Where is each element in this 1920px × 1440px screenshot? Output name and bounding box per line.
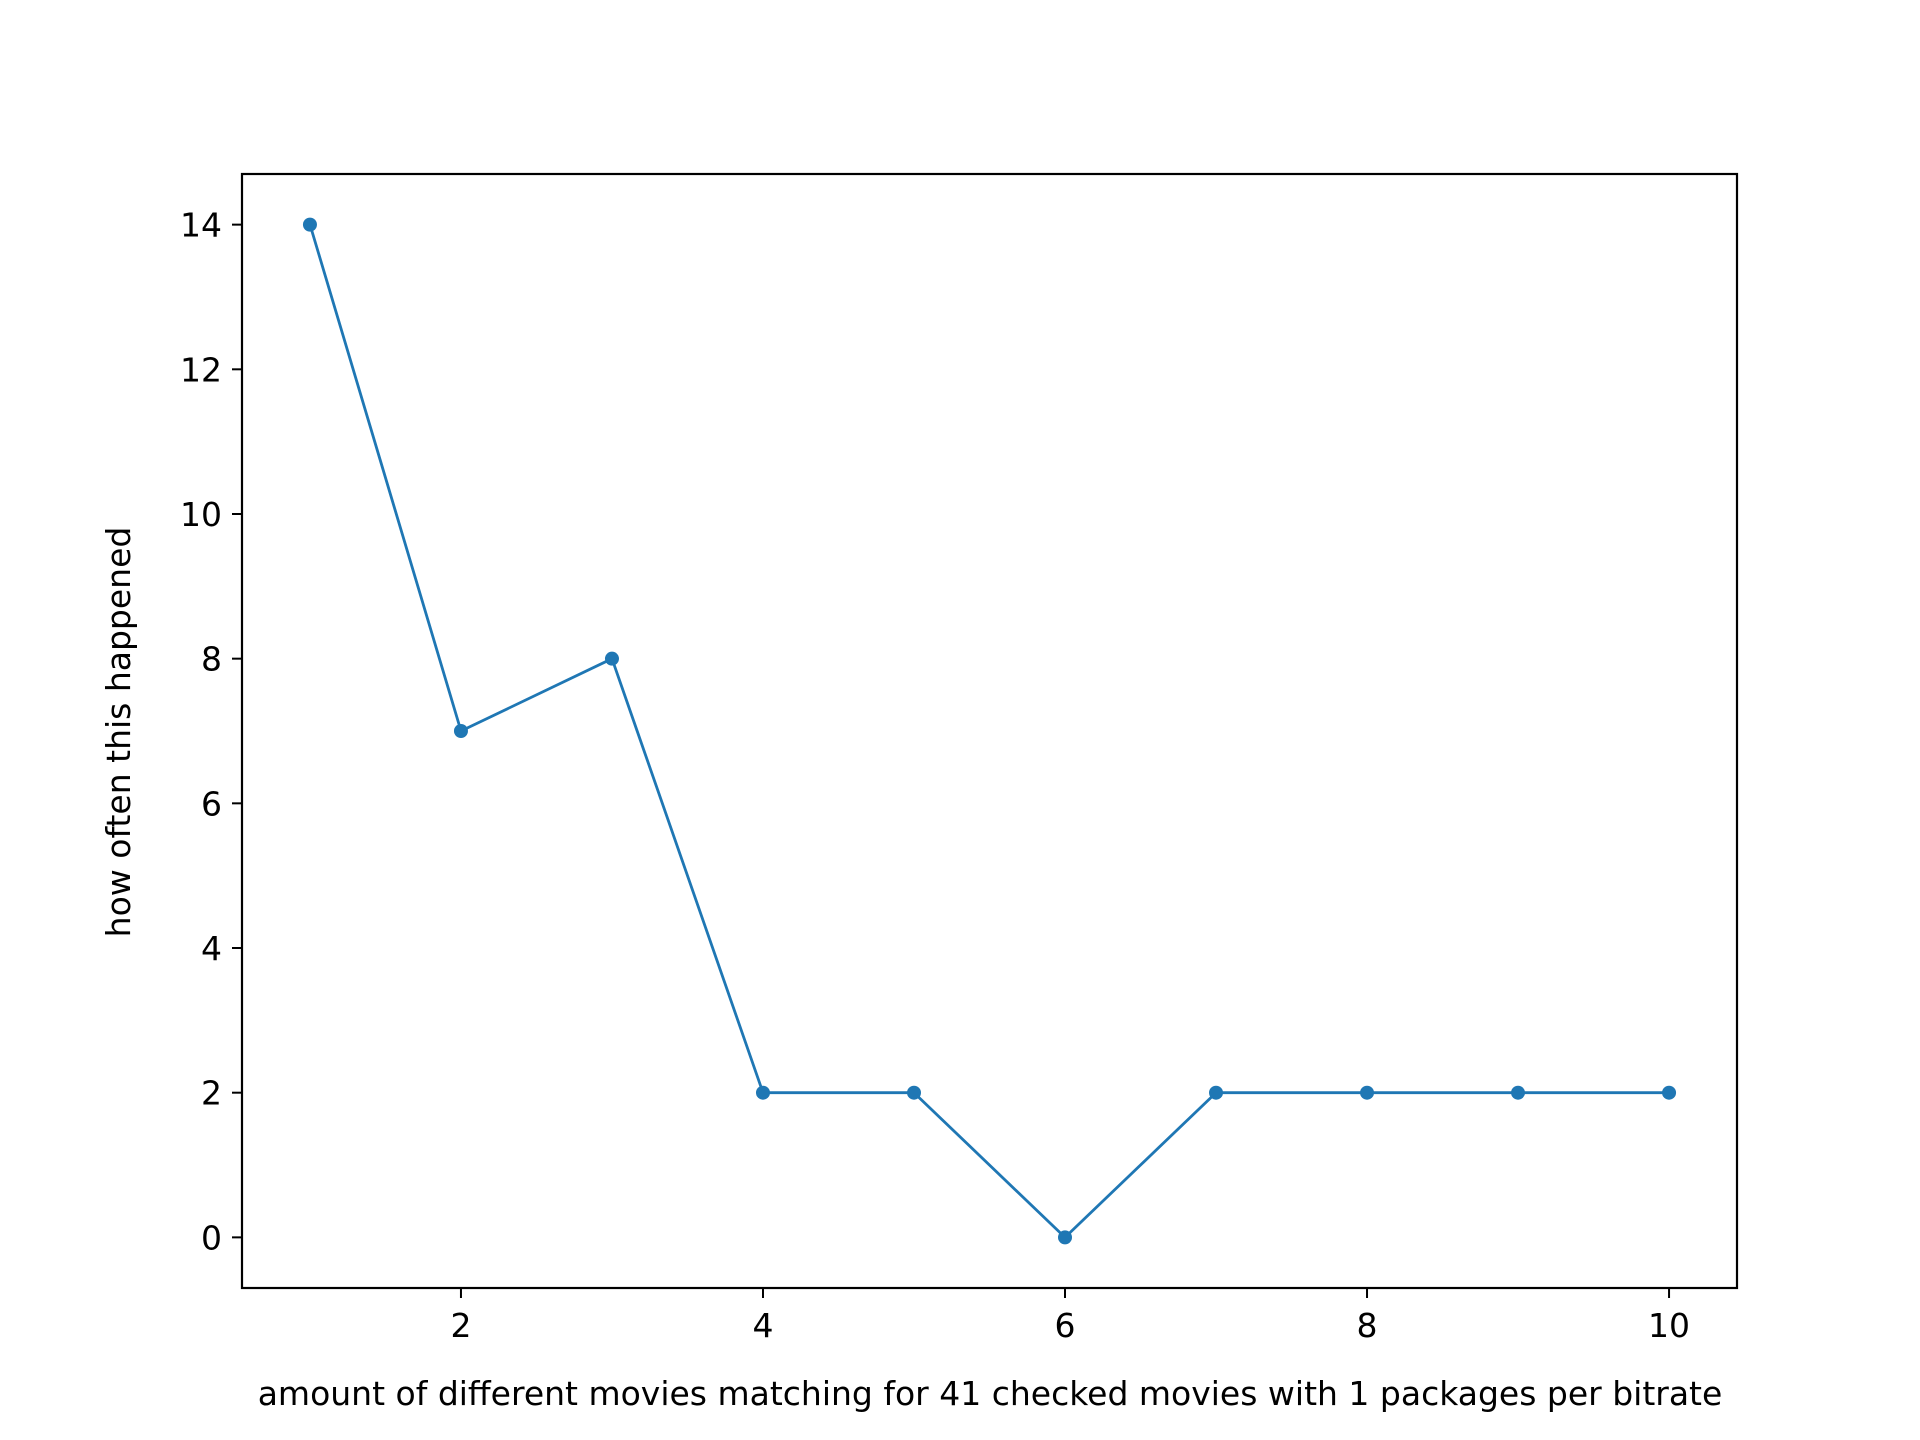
data-point (1360, 1085, 1375, 1100)
x-tick-label: 10 (1648, 1306, 1690, 1345)
x-axis-label: amount of different movies matching for … (258, 1374, 1723, 1413)
x-axis-ticks: 2 4 6 8 10 (450, 1288, 1690, 1345)
data-point (1662, 1085, 1677, 1100)
data-point (302, 217, 317, 232)
data-point (604, 651, 619, 666)
y-tick-label: 8 (201, 640, 222, 679)
y-tick-label: 0 (201, 1218, 222, 1257)
y-tick-label: 12 (180, 350, 222, 389)
data-point (1511, 1085, 1526, 1100)
y-tick-label: 2 (201, 1074, 222, 1113)
axes-frame (240, 172, 1739, 1290)
y-tick-label: 4 (201, 929, 222, 968)
y-tick-label: 14 (180, 206, 222, 245)
x-tick-label: 2 (450, 1306, 471, 1345)
y-tick-label: 6 (201, 784, 222, 823)
y-axis-ticks: 0 2 4 6 8 10 12 14 (180, 206, 242, 1257)
x-tick-label: 4 (752, 1306, 773, 1345)
data-point (453, 724, 468, 738)
data-point (755, 1085, 770, 1100)
y-tick-label: 10 (180, 495, 222, 534)
plot-area (240, 172, 1739, 1290)
data-point (906, 1085, 921, 1100)
x-tick-label: 8 (1357, 1306, 1378, 1345)
x-tick-label: 6 (1055, 1306, 1076, 1345)
data-point (1058, 1230, 1073, 1245)
data-point (1209, 1085, 1224, 1100)
series-line (308, 224, 1669, 1239)
y-axis-label: how often this happened (99, 527, 138, 938)
